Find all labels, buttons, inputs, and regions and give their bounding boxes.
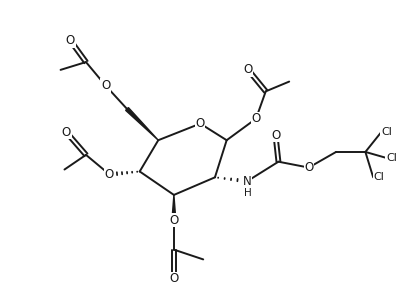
Text: O: O — [251, 112, 261, 125]
Text: O: O — [304, 161, 313, 174]
Text: O: O — [169, 272, 179, 285]
Text: O: O — [101, 79, 110, 92]
Text: O: O — [105, 168, 114, 181]
Text: O: O — [271, 129, 280, 142]
Polygon shape — [172, 195, 176, 220]
Text: H: H — [244, 188, 252, 198]
Text: Cl: Cl — [386, 153, 396, 163]
Polygon shape — [126, 108, 158, 140]
Text: Cl: Cl — [373, 172, 384, 182]
Text: O: O — [62, 126, 71, 139]
Text: N: N — [243, 175, 251, 188]
Text: O: O — [66, 34, 75, 47]
Text: O: O — [169, 214, 179, 227]
Text: O: O — [244, 63, 253, 76]
Text: Cl: Cl — [381, 127, 392, 137]
Text: O: O — [196, 117, 205, 130]
